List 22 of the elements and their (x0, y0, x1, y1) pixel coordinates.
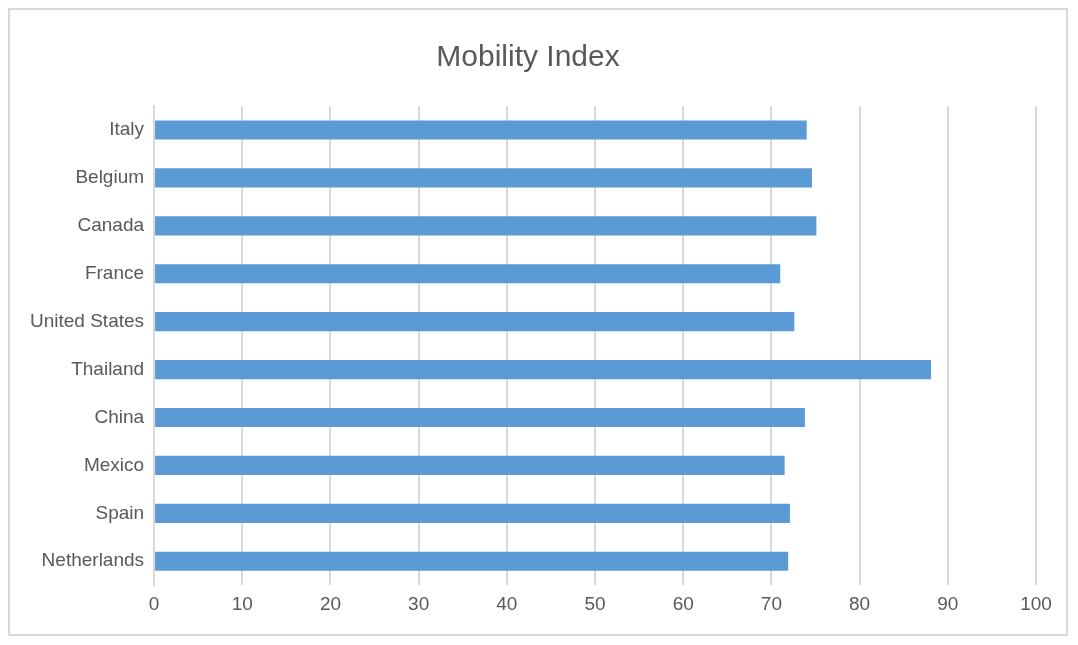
x-tick-label: 80 (849, 592, 871, 614)
x-tick-label: 10 (231, 592, 253, 614)
x-tick-label: 90 (937, 592, 959, 614)
y-tick-label: Belgium (75, 166, 145, 188)
y-tick-label: Italy (109, 118, 145, 140)
x-tick-label: 50 (584, 592, 606, 614)
chart-title: Mobility Index (436, 39, 620, 73)
x-tick-label: 60 (672, 592, 694, 614)
x-tick-label: 0 (148, 592, 160, 614)
x-tick-label: 20 (319, 592, 342, 614)
x-tick-label: 30 (408, 592, 430, 614)
x-tick-label: 40 (496, 592, 518, 614)
y-tick-label: Spain (95, 501, 145, 523)
y-tick-label: Thailand (71, 357, 145, 379)
y-tick-label: Canada (77, 214, 145, 236)
x-tick-label: 100 (1020, 592, 1052, 614)
y-tick-label: China (94, 405, 145, 427)
y-tick-label: Netherlands (41, 549, 145, 571)
y-tick-label: United States (29, 309, 145, 331)
y-tick-label: Mexico (83, 453, 145, 475)
x-tick-label: 70 (760, 592, 782, 614)
y-tick-label: France (84, 261, 145, 283)
